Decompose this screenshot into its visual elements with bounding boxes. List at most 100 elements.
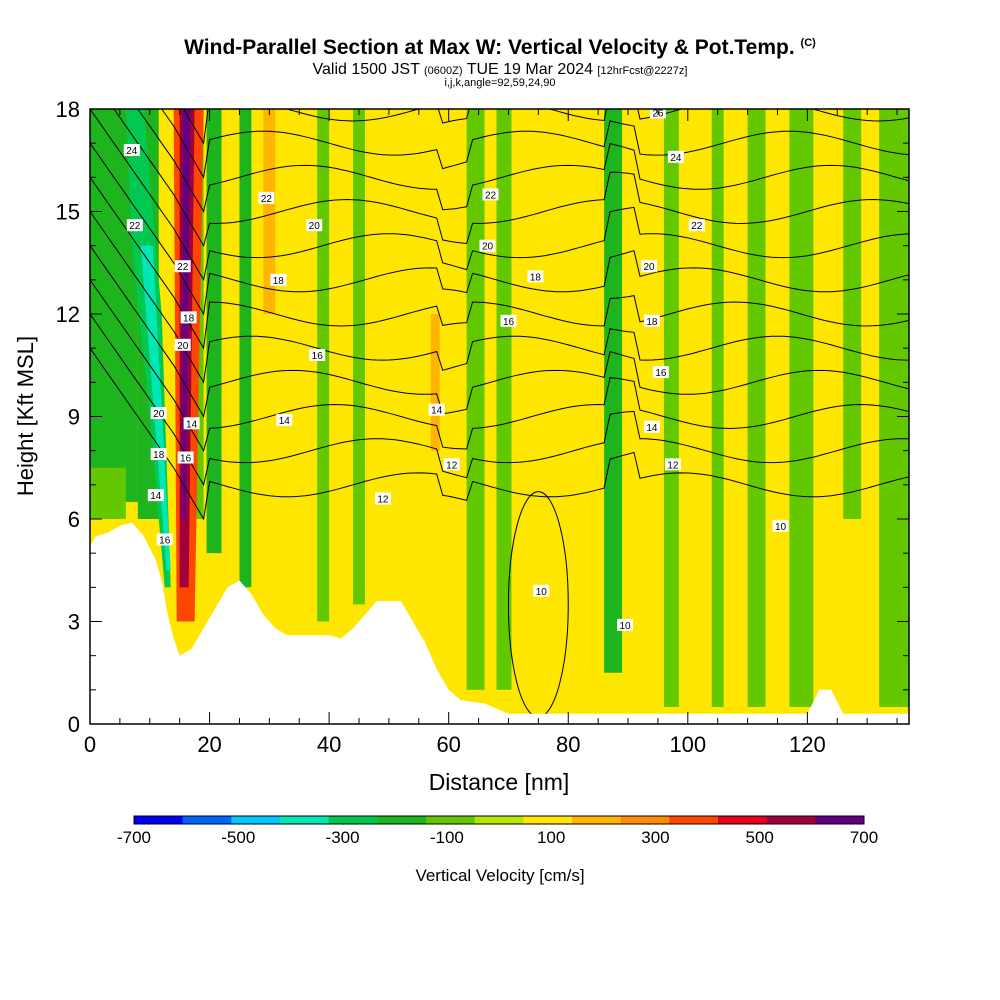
y-tick-label: 15 [56,200,80,225]
colorbar-swatch [669,816,719,824]
y-tick-label: 12 [56,302,80,327]
colorbar-tick-label: 100 [537,828,565,847]
theta-contour [90,313,909,487]
contour-label: 14 [428,403,445,417]
contour-label-text: 16 [312,351,324,362]
y-axis-label: Height [Kft MSL] [13,336,38,496]
contour-label: 18 [150,448,167,461]
theta-contours [90,109,909,718]
contour-label-box [156,533,173,546]
contour-label-text: 18 [530,272,542,283]
contour-label: 18 [643,314,660,328]
theta-contour [90,177,909,350]
theta-contour [90,279,909,452]
theta-contour [90,211,909,384]
velocity-band [663,109,679,707]
x-axis: 0 20 40 60 80 100 120 [84,109,898,757]
contour-label: 18 [180,311,197,324]
colorbar-swatch [718,816,768,824]
contour-label: 16 [156,533,173,547]
contour-label-box [772,519,789,532]
contour-label: 10 [533,584,550,598]
colorbar-swatch [231,816,281,824]
x-tick-label: 40 [317,732,341,757]
colorbar-tick-label: -300 [326,828,360,847]
contour-label-box [643,420,660,433]
contour-label-box [667,150,684,163]
velocity-band [239,109,252,588]
contour-label-text: 22 [691,221,703,232]
contour-label-box [126,219,143,232]
contour-label-text: 12 [377,495,389,506]
contour-label-text: 22 [261,194,273,205]
contour-label: 20 [150,407,167,420]
contour-label-text: 14 [431,406,443,417]
contour-label-box [641,260,657,273]
contour-label: 22 [482,188,499,201]
contour-label-box [150,407,167,420]
chart-indices: i,j,k,angle=92,59,24,90 [444,77,556,89]
y-axis: 0 3 6 9 12 15 18 [56,97,909,737]
colorbar-label: Vertical Velocity [cm/s] [415,866,584,885]
x-tick-label: 120 [789,732,826,757]
theta-contour [161,109,909,179]
velocity-band [604,109,623,673]
contour-label-box [177,451,194,464]
contour-label-box [617,618,633,631]
contour-label: 22 [174,260,191,273]
contour-label-box [276,413,293,426]
contour-label-text: 18 [273,276,285,287]
contour-label: 16 [177,451,194,465]
terrain [90,522,909,724]
colorbar: -700 -500 -300 -100 100 300 500 700 [117,815,878,847]
colorbar-swatch [280,816,330,824]
contour-label-box [643,314,660,327]
contour-label: 14 [147,489,164,502]
contour-label-box [306,219,323,232]
contour-label: 12 [664,458,681,471]
contour-label: 24 [667,150,684,164]
contour-label: 18 [527,270,544,283]
colorbar-tick-label: -700 [117,828,151,847]
contour-label: 12 [374,492,391,506]
contour-label-box [428,403,445,416]
y-tick-label: 9 [68,405,80,430]
colorbar-swatch [377,816,427,824]
contour-label-box [664,458,681,471]
contour-label-box [533,584,550,597]
contour-label-text: 20 [153,409,165,420]
colorbar-swatch [620,816,670,824]
y-tick-label: 18 [56,97,80,122]
contour-label: 20 [479,239,496,253]
contour-label-text: 14 [150,491,162,502]
contour-label-text: 20 [177,341,189,352]
contour-label-box [688,219,705,232]
colorbar-swatch [474,816,524,824]
contour-label: 22 [688,219,705,232]
contour-label: 10 [772,519,789,533]
x-tick-label: 100 [669,732,706,757]
contour-label: 16 [652,366,669,379]
contour-label-box [123,144,140,156]
contour-label: 14 [643,420,660,434]
contour-label-box [527,270,544,283]
y-tick-label: 0 [68,712,80,737]
contour-label-text: 20 [643,262,655,273]
x-axis-label: Distance [nm] [429,769,570,795]
velocity-band [206,109,222,554]
contour-label-text: 14 [279,416,291,427]
colorbar-swatch [572,816,622,824]
velocity-band [711,109,724,707]
x-tick-label: 80 [556,732,580,757]
contour-label-box [147,489,164,502]
velocity-band [90,467,126,519]
theta-contour [113,109,909,247]
contour-label: 10 [617,618,633,632]
contour-label-box [183,417,200,430]
x-tick-label: 0 [84,732,96,757]
x-tick-label: 60 [436,732,460,757]
contour-label: 14 [183,417,200,430]
contour-label-text: 18 [153,450,165,461]
contour-label-text: 22 [177,262,189,273]
